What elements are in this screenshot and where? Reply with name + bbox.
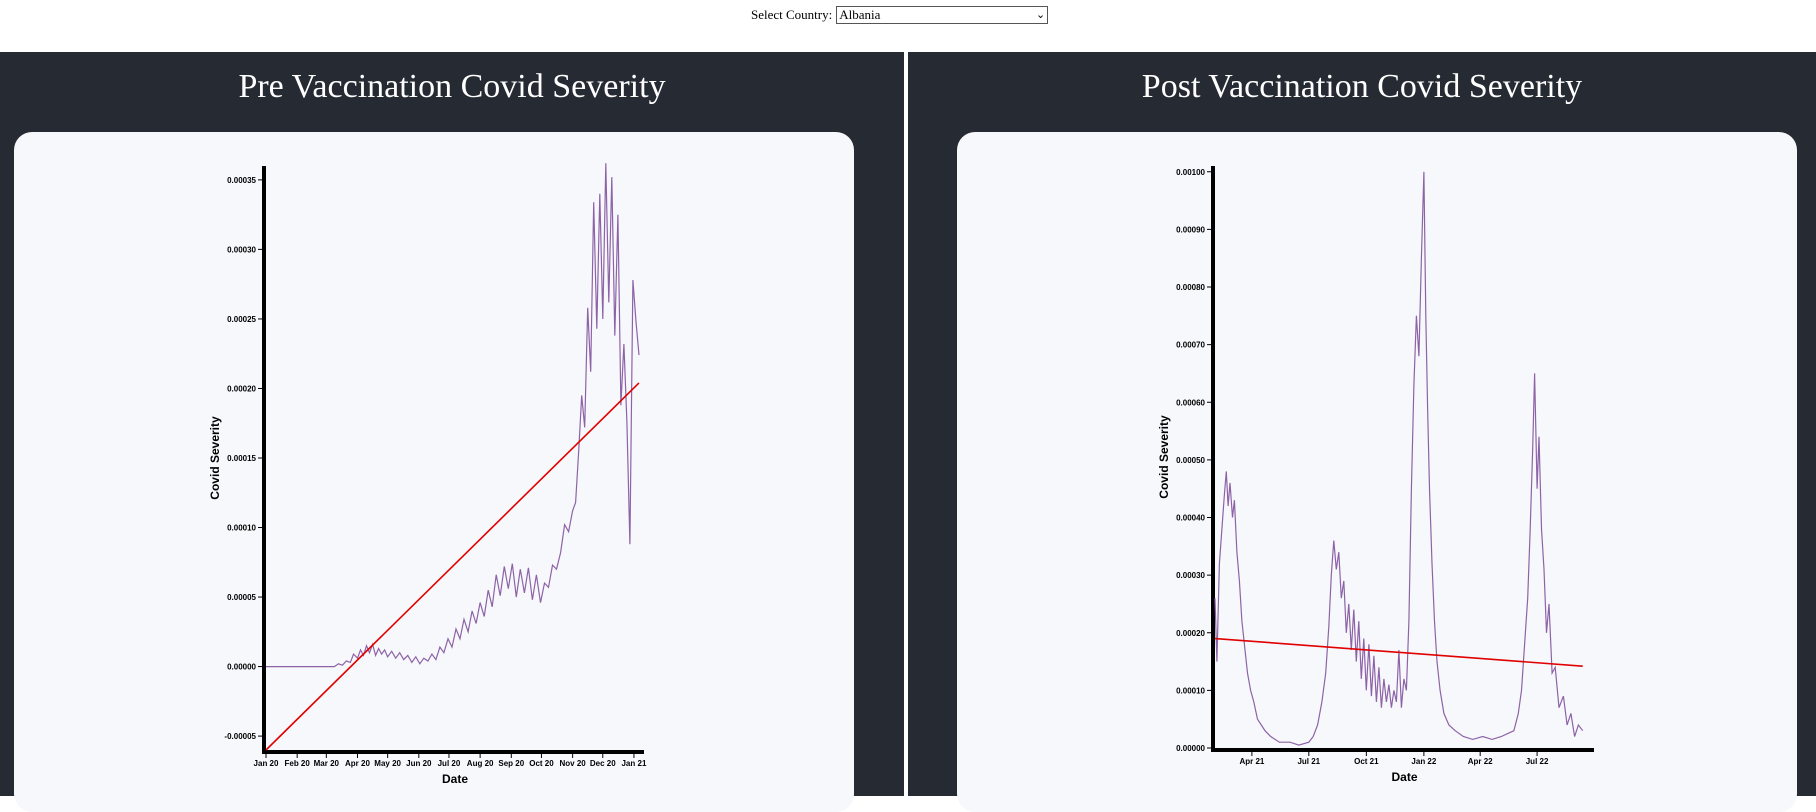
post-y-tick-label: 0.00030 xyxy=(1176,571,1205,580)
pre-x-tick-label: Jan 21 xyxy=(621,759,646,768)
pre-y-tick-label: 0.00015 xyxy=(227,454,256,463)
pre-x-tick-label: Apr 20 xyxy=(345,759,370,768)
post-severity-line xyxy=(1214,171,1584,746)
post-trend-line xyxy=(1214,637,1583,667)
pre-y-tick-label: 0.00025 xyxy=(227,315,256,324)
post-x-tick-label: Jan 22 xyxy=(1411,757,1436,766)
post-y-tick-label: 0.00070 xyxy=(1176,341,1205,350)
pre-x-axis-label: Date xyxy=(442,772,468,786)
pre-y-tick-label: 0.00030 xyxy=(227,245,256,254)
pre-x-tick-label: Nov 20 xyxy=(560,759,587,768)
top-bar: Select Country: Albania ⌄ xyxy=(0,0,1816,52)
post-y-tick-label: 0.00080 xyxy=(1176,283,1205,292)
post-y-tick-label: 0.00000 xyxy=(1176,744,1205,753)
pre-x-tick-label: Dec 20 xyxy=(590,759,616,768)
pre-y-tick-label: 0.00020 xyxy=(227,384,256,393)
post-y-axis-label: Covid Severity xyxy=(1157,415,1171,499)
pre-chart-svg: -0.00005 0.00000 0.00005 0.00010 0.00015 0.00… xyxy=(208,163,647,786)
country-select[interactable]: Albania ⌄ xyxy=(836,6,1049,24)
chevron-down-icon: ⌄ xyxy=(1036,8,1046,21)
post-x-tick-label: Oct 21 xyxy=(1354,757,1379,766)
pre-y-tick-label: 0.00010 xyxy=(227,524,256,533)
country-select-value: Albania xyxy=(839,7,881,22)
pre-x-tick-label: Mar 20 xyxy=(314,759,340,768)
pre-x-tick-label: Aug 20 xyxy=(467,759,494,768)
post-y-tick-label: 0.00090 xyxy=(1176,225,1205,234)
panel-divider xyxy=(904,52,908,796)
pre-y-tick-label: -0.00005 xyxy=(224,732,256,741)
post-x-tick-label: Jul 21 xyxy=(1297,757,1320,766)
pre-severity-line xyxy=(266,163,640,668)
post-y-tick-label: 0.00050 xyxy=(1176,456,1205,465)
post-y-tick-label: 0.00020 xyxy=(1176,629,1205,638)
post-y-tick-label: 0.00100 xyxy=(1176,168,1205,177)
post-y-tick-label: 0.00040 xyxy=(1176,514,1205,523)
post-y-tick-label: 0.00010 xyxy=(1176,686,1205,695)
post-chart-card: 0.00000 0.00010 0.00020 0.00030 0.00040 0.000… xyxy=(957,132,1797,812)
pre-chart-card: -0.00005 0.00000 0.00005 0.00010 0.00015 0.00… xyxy=(14,132,854,812)
pre-x-tick-label: Jun 20 xyxy=(406,759,432,768)
pre-vaccination-panel: Pre Vaccination Covid Severity -0.00005 0… xyxy=(0,52,904,812)
pre-x-tick-label: Oct 20 xyxy=(529,759,554,768)
pre-x-tick-label: Jul 20 xyxy=(438,759,461,768)
post-x-tick-label: Apr 22 xyxy=(1468,757,1493,766)
pre-x-tick-label: May 20 xyxy=(374,759,401,768)
pre-x-tick-label: Sep 20 xyxy=(498,759,524,768)
post-chart-svg: 0.00000 0.00010 0.00020 0.00030 0.00040 0.000… xyxy=(1157,166,1594,784)
pre-panel-title: Pre Vaccination Covid Severity xyxy=(238,68,666,105)
post-x-tick-label: Jul 22 xyxy=(1526,757,1549,766)
pre-y-tick-label: 0.00000 xyxy=(227,663,256,672)
pre-y-axis-label: Covid Severity xyxy=(208,416,222,500)
country-select-label: Select Country: xyxy=(751,7,833,22)
post-panel-title: Post Vaccination Covid Severity xyxy=(1141,68,1583,105)
post-x-tick-label: Apr 21 xyxy=(1239,757,1264,766)
post-y-tick-label: 0.00060 xyxy=(1176,398,1205,407)
pre-x-tick-label: Jan 20 xyxy=(254,759,279,768)
pre-trend-line xyxy=(265,382,640,751)
post-x-axis-label: Date xyxy=(1391,770,1417,784)
pre-y-tick-label: 0.00035 xyxy=(227,176,256,185)
pre-y-tick-label: 0.00005 xyxy=(227,593,256,602)
post-vaccination-panel: Post Vaccination Covid Severity 0.00000 0… xyxy=(908,52,1816,812)
country-selector: Select Country: Albania ⌄ xyxy=(751,6,1049,24)
pre-x-tick-label: Feb 20 xyxy=(284,759,310,768)
